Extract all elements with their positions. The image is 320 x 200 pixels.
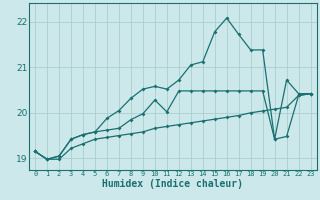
X-axis label: Humidex (Indice chaleur): Humidex (Indice chaleur)	[102, 178, 243, 189]
